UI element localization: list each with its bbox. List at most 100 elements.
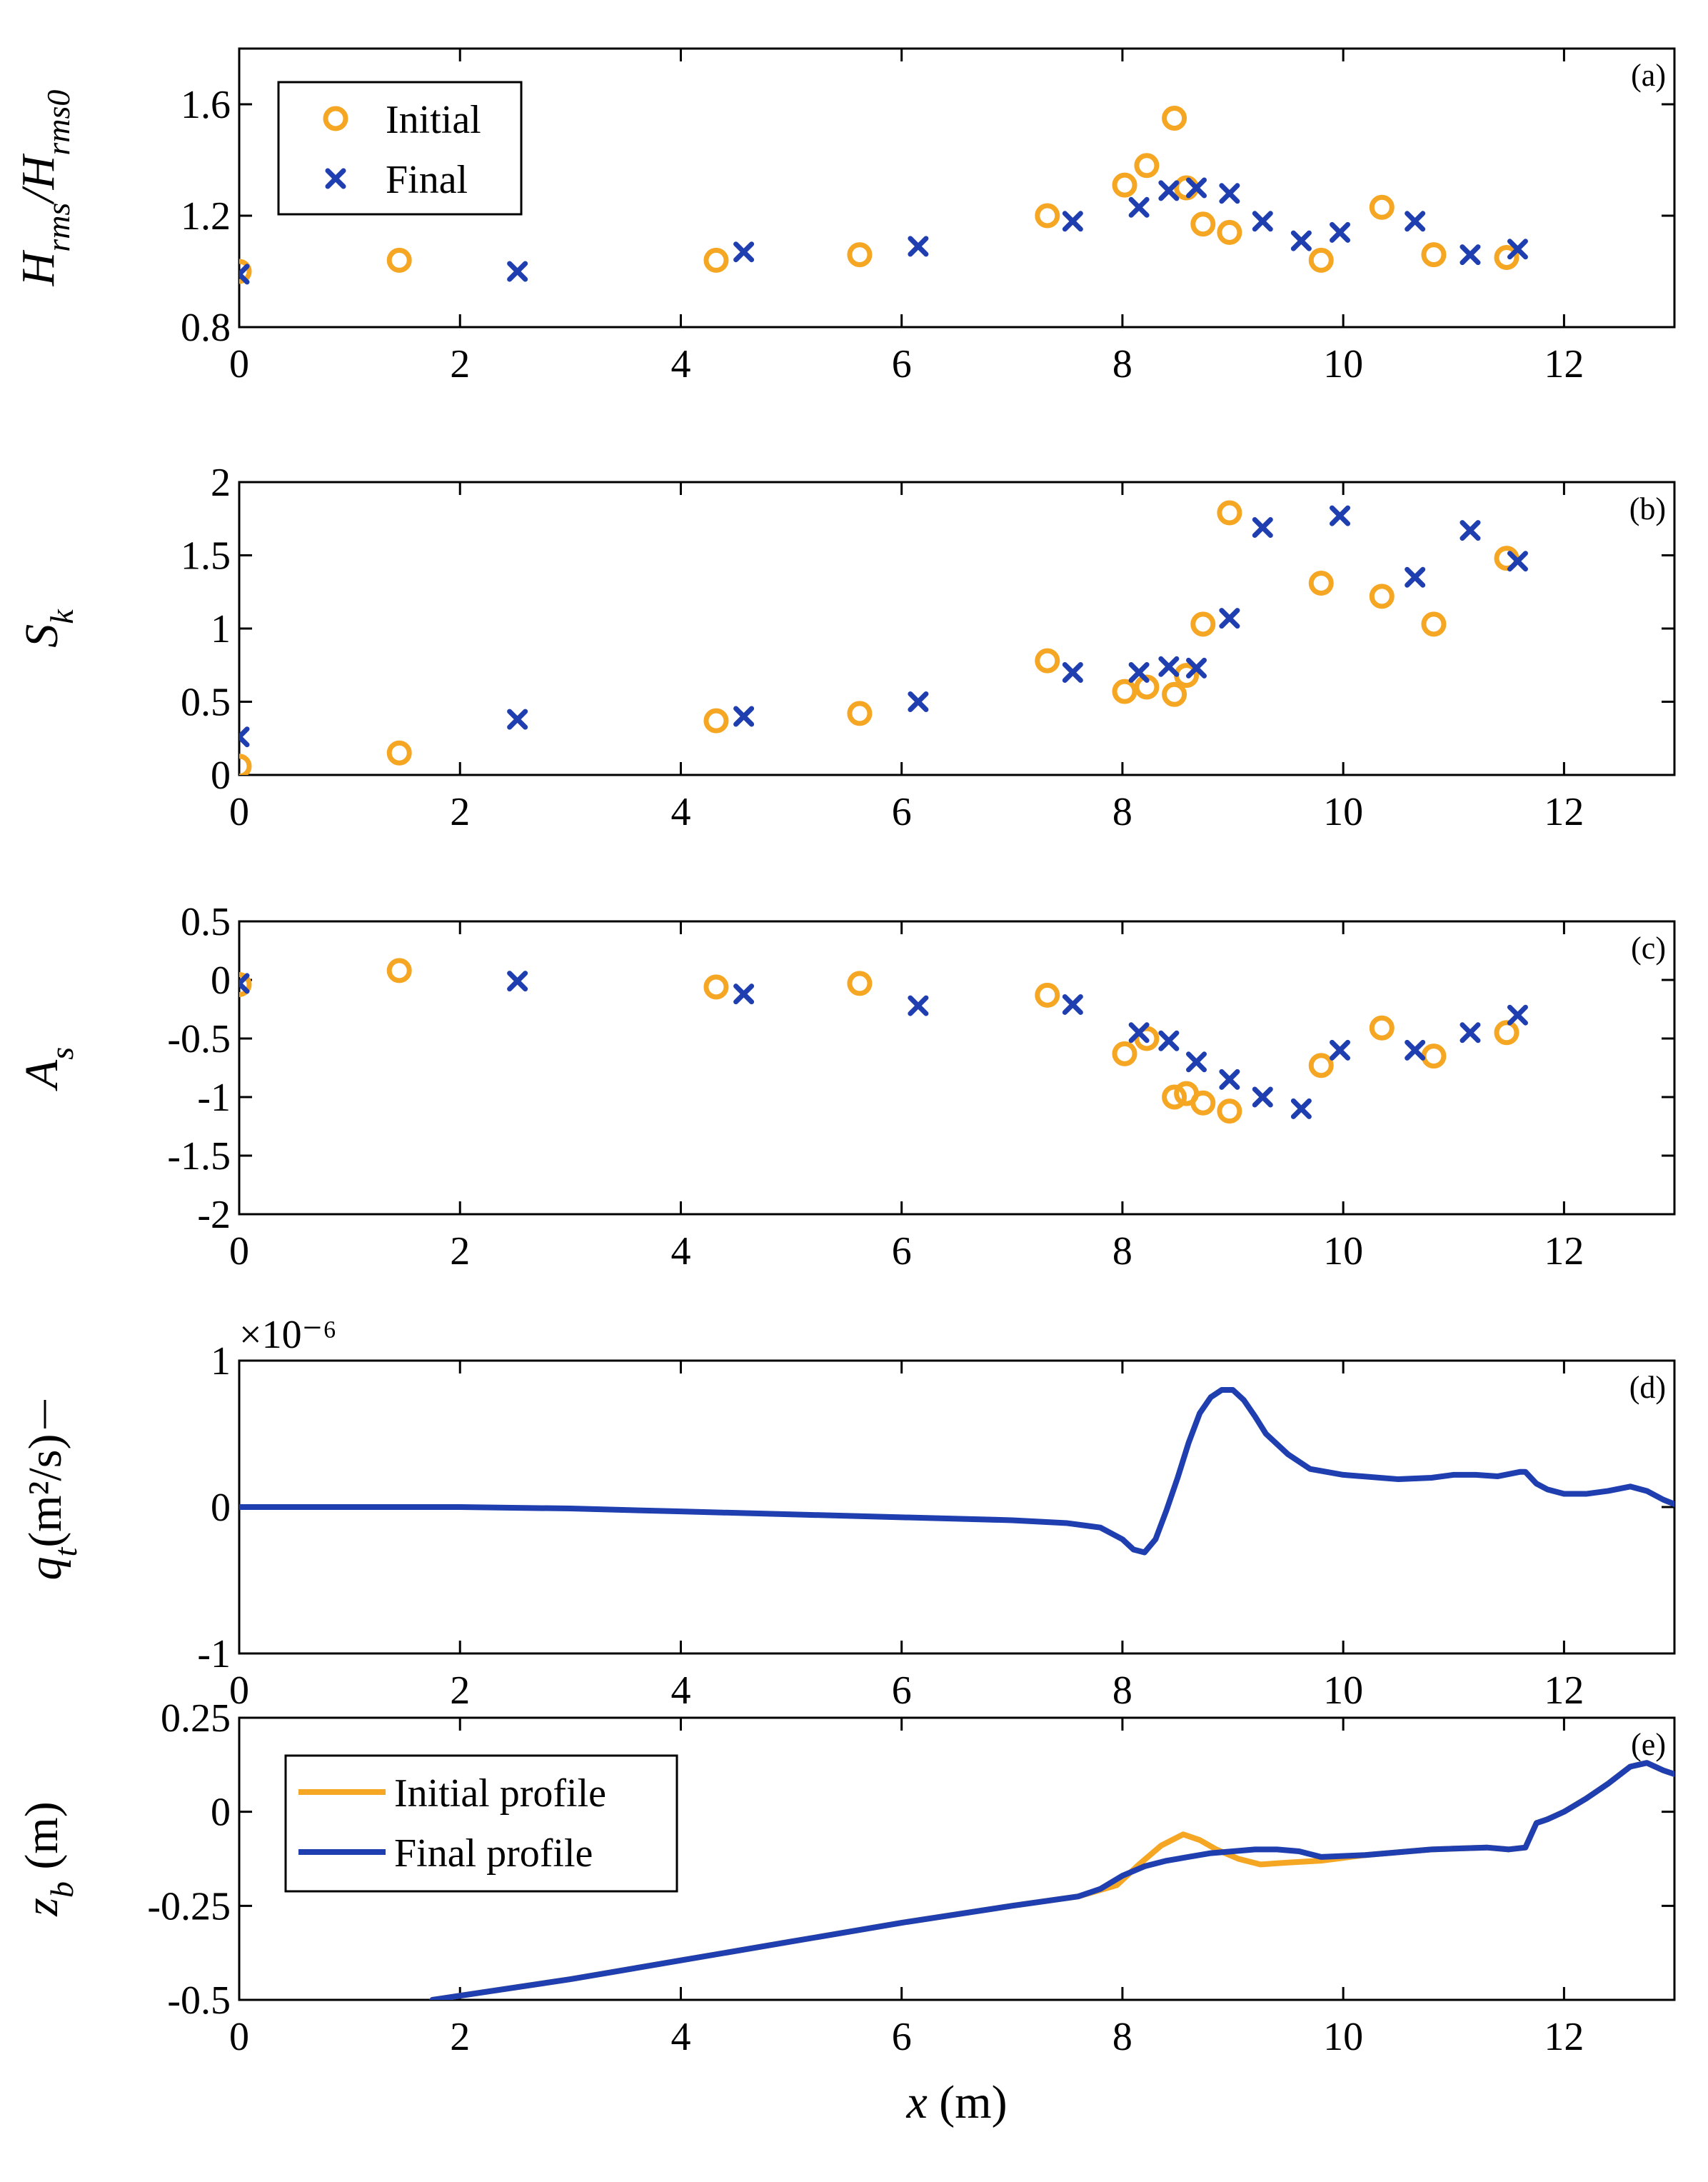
- initial-point: [239, 754, 252, 775]
- x-tick-label: 12: [1544, 1668, 1584, 1713]
- x-tick-label: 0: [229, 2015, 249, 2059]
- final-point: [1405, 211, 1426, 232]
- initial-point: [1308, 1053, 1334, 1079]
- panel-label: (b): [1629, 491, 1666, 526]
- x-tick-label: 8: [1112, 1229, 1132, 1273]
- x-tick-label: 8: [1112, 342, 1132, 386]
- x-tick-label: 8: [1112, 1668, 1132, 1713]
- final-point: [1460, 520, 1481, 541]
- x-tick-label: 4: [670, 1668, 690, 1713]
- y-tick-label: 0.8: [181, 306, 231, 350]
- axes-box: [238, 47, 1676, 329]
- x-tick-label: 0: [229, 1668, 249, 1713]
- qt-line: [239, 1387, 1674, 1556]
- legend-initial-label: Initial: [386, 98, 481, 142]
- x-tick-label: 4: [670, 342, 690, 386]
- x-tick-label: 6: [892, 342, 912, 386]
- final-point: [1219, 608, 1240, 629]
- x-tick-label: 2: [450, 1668, 470, 1713]
- initial-point: [1217, 500, 1242, 526]
- initial-point: [1217, 219, 1242, 245]
- initial-point: [239, 972, 252, 998]
- final-point: [908, 236, 929, 257]
- initial-point: [847, 701, 873, 726]
- x-tick-label: 12: [1544, 1229, 1584, 1273]
- x-axis-label: x (m): [905, 2076, 1007, 2128]
- y-tick-label: 0.5: [181, 681, 231, 725]
- initial-point: [1494, 1020, 1519, 1046]
- final-point: [1507, 1004, 1528, 1026]
- data-layer: [239, 106, 1528, 285]
- final-point: [1158, 1030, 1180, 1051]
- initial-point: [847, 242, 873, 268]
- final-point: [1219, 1069, 1240, 1090]
- panel-label: (d): [1629, 1370, 1666, 1405]
- final-point: [1330, 221, 1351, 243]
- initial-point: [1494, 245, 1519, 270]
- legend-initial-label: Initial profile: [394, 1771, 606, 1816]
- x-tick-label: 2: [450, 1229, 470, 1273]
- initial-point: [1421, 611, 1447, 637]
- final-point: [1128, 1022, 1150, 1044]
- exponent-label: ×10⁻⁶: [239, 1313, 337, 1357]
- initial-point: [847, 971, 873, 996]
- final-point: [239, 726, 250, 748]
- x-tick-label: 10: [1323, 1668, 1363, 1713]
- y-tick-label: 0: [211, 1486, 231, 1530]
- y-axis-label-subscript: rms: [40, 203, 76, 252]
- y-tick-label: -1: [197, 1076, 231, 1120]
- y-tick-label: -2: [197, 1193, 231, 1237]
- x-axis-label-units: (m): [928, 2076, 1008, 2128]
- x-tick-label: 6: [892, 790, 912, 834]
- final-point: [507, 709, 528, 730]
- x-tick-label: 10: [1323, 2015, 1363, 2059]
- x-tick-label: 12: [1544, 790, 1584, 834]
- final-point: [1460, 244, 1481, 266]
- x-tick-label: 4: [670, 790, 690, 834]
- final-point: [1186, 657, 1207, 679]
- final-point: [1128, 196, 1150, 218]
- final-point: [1158, 180, 1180, 201]
- axes-box: [238, 1716, 1676, 2001]
- y-axis-label-symbol: q: [19, 1556, 71, 1580]
- x-tick-label: 4: [670, 1229, 690, 1273]
- x-tick-label: 8: [1112, 790, 1132, 834]
- y-axis-label: qt(m²/s): [19, 1434, 84, 1581]
- y-tick-label: -0.5: [167, 1978, 231, 2023]
- y-axis-label-symbol: H: [12, 249, 64, 286]
- initial-point: [1112, 679, 1137, 704]
- initial-point: [1162, 106, 1187, 131]
- panel-d: 0 2 4 6 8 10 12-101(d)qt(m²/s)×10⁻⁶: [19, 1313, 1676, 1713]
- initial-point: [239, 259, 252, 284]
- panel-c: 0 2 4 6 8 10 12 -2 -1.5 -1 -0.5 0 0.5 (c) As: [16, 900, 1676, 1273]
- panel-a: 0 2 4 6 8 10 12 0.8 1.2 1.6 (a) Hrms/Hrms0 Initial Fi…: [12, 47, 1676, 386]
- x-axis-label-symbol: x: [905, 2076, 927, 2128]
- final-point: [239, 973, 250, 994]
- y-axis-label-subscript: k: [44, 609, 80, 624]
- initial-point: [1190, 211, 1216, 237]
- final-point: [1062, 994, 1083, 1015]
- final-point: [1128, 662, 1150, 683]
- final-profile-line: [429, 1760, 1674, 2000]
- x-tick-label: 12: [1544, 342, 1584, 386]
- final-point: [1330, 505, 1351, 526]
- x-tick-label: 2: [450, 342, 470, 386]
- y-tick-label: -1.5: [167, 1134, 231, 1178]
- x-tick-label: 2: [450, 2015, 470, 2059]
- x-tick-label: 4: [670, 2015, 690, 2059]
- final-point: [1507, 551, 1528, 572]
- panel-label: (c): [1631, 931, 1666, 966]
- legend-box: [277, 81, 523, 216]
- y-tick-label: 2: [211, 461, 231, 505]
- x-tick-label: 8: [1112, 2015, 1132, 2059]
- final-point: [733, 241, 755, 263]
- final-point: [1405, 1039, 1426, 1061]
- final-point: [1405, 566, 1426, 588]
- y-tick-label: 0.25: [161, 1696, 231, 1741]
- data-layer: [239, 1387, 1674, 1556]
- final-point: [1290, 230, 1312, 251]
- initial-point: [1369, 194, 1395, 220]
- axes-box: [238, 481, 1676, 776]
- legend-initial-marker: [323, 106, 348, 131]
- x-tick-label: 10: [1323, 790, 1363, 834]
